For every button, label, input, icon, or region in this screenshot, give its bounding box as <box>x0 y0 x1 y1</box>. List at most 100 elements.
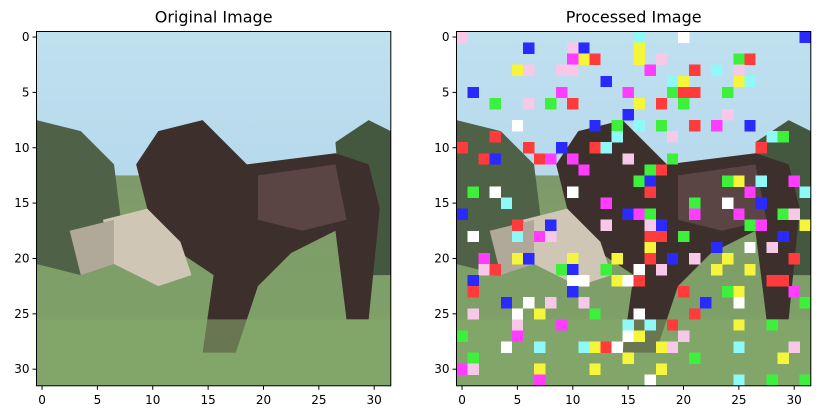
noise-pixel <box>611 275 623 287</box>
x-tick-label: 25 <box>731 393 746 407</box>
noise-pixel <box>522 64 535 77</box>
noise-pixel <box>755 197 767 209</box>
noise-pixel <box>522 97 535 110</box>
noise-pixel <box>700 297 712 309</box>
noise-pixel <box>666 86 679 99</box>
noise-pixel <box>666 252 679 265</box>
noise-pixel <box>545 97 557 110</box>
x-tick-label: 0 <box>38 393 46 407</box>
noise-pixel <box>589 120 601 132</box>
noise-pixel <box>766 319 778 331</box>
noise-pixel <box>633 308 646 320</box>
noise-pixel <box>567 64 579 77</box>
noise-pixel <box>478 153 491 165</box>
noise-pixel <box>633 97 646 110</box>
noise-pixel <box>666 341 679 353</box>
noise-pixel <box>467 308 479 320</box>
noise-pixel <box>766 275 778 287</box>
noise-pixel <box>622 330 634 342</box>
noise-pixel <box>777 230 789 243</box>
noise-pixel <box>722 197 734 209</box>
noise-pixel <box>622 86 634 99</box>
noise-pixel <box>733 208 745 221</box>
noise-pixel <box>744 120 756 132</box>
noise-pixel <box>644 164 657 176</box>
noise-pixel <box>644 241 657 254</box>
noise-pixel <box>511 252 524 265</box>
noise-pixel <box>511 219 524 232</box>
y-tick-label: 0 <box>442 30 450 44</box>
noise-pixel <box>622 319 634 331</box>
noise-pixel <box>489 131 502 143</box>
noise-pixel <box>733 75 745 88</box>
noise-pixel <box>456 363 468 376</box>
axes: Original Image 0 5 10 15 20 25 30 0 5 10 15 20 25 30 <box>14 8 392 407</box>
noise-pixel <box>467 230 479 243</box>
noise-pixel <box>622 109 634 121</box>
noise-pixel <box>677 31 690 43</box>
noise-pixel <box>589 308 601 320</box>
noise-pixel <box>534 341 546 353</box>
noise-pixel <box>567 153 579 165</box>
noise-pixel <box>689 252 701 265</box>
noise-pixel <box>655 363 668 376</box>
x-tick-label: 0 <box>458 393 466 407</box>
axes-title: Original Image <box>155 8 273 27</box>
noise-pixel <box>567 286 579 298</box>
noise-pixel <box>456 142 468 154</box>
noise-pixel <box>644 208 657 221</box>
y-tick-label: 30 <box>434 362 449 376</box>
noise-pixel <box>467 186 479 198</box>
noise-pixel <box>655 120 668 132</box>
noise-pixel <box>622 153 634 165</box>
noise-pixel <box>744 75 756 88</box>
noise-pixel <box>589 341 601 353</box>
noise-pixel <box>644 374 657 387</box>
y-tick-label: 5 <box>442 85 450 99</box>
x-tick-label: 10 <box>145 393 160 407</box>
noise-pixel <box>744 186 756 198</box>
noise-pixel <box>644 219 657 232</box>
noise-pixel <box>467 352 479 364</box>
noise-pixel <box>666 319 679 331</box>
noise-pixel <box>677 75 690 88</box>
y-tick-label: 30 <box>14 362 29 376</box>
noise-pixel <box>755 175 767 187</box>
y-tick-label: 15 <box>14 196 29 210</box>
noise-pixel <box>556 86 568 99</box>
noise-pixel <box>777 208 789 221</box>
noise-pixel <box>777 131 789 143</box>
axes: Processed Image 0 5 10 15 20 25 30 0 5 10 15 20 25 30 <box>434 8 812 407</box>
noise-pixel <box>633 175 646 187</box>
noise-pixel <box>744 241 756 254</box>
noise-pixel <box>633 53 646 66</box>
noise-pixel <box>578 42 590 54</box>
noise-pixel <box>689 308 701 320</box>
noise-pixel <box>567 97 579 110</box>
y-tick-label: 25 <box>14 307 29 321</box>
noise-pixel <box>677 230 690 243</box>
noise-pixel <box>500 197 513 209</box>
noise-pixel <box>689 120 701 132</box>
noise-pixel <box>655 164 668 176</box>
noise-pixel <box>567 186 579 198</box>
noise-pixel <box>522 42 535 54</box>
noise-pixel <box>534 308 546 320</box>
noise-pixel <box>567 53 579 66</box>
noise-pixel <box>522 142 535 154</box>
noise-pixel <box>589 53 601 66</box>
noise-pixel <box>799 31 812 43</box>
noise-pixel <box>744 53 756 66</box>
noise-pixel <box>534 374 546 387</box>
noise-pixel <box>545 230 557 243</box>
noise-pixel <box>511 120 524 132</box>
noise-pixel <box>478 264 491 276</box>
noise-pixel <box>633 264 646 276</box>
noise-pixel <box>655 230 668 243</box>
noise-pixel <box>733 319 745 331</box>
noise-pixel <box>467 363 479 376</box>
noise-pixel <box>733 341 745 353</box>
noise-pixel <box>766 374 778 387</box>
noise-pixel <box>567 275 579 287</box>
noise-pixel <box>589 363 601 376</box>
